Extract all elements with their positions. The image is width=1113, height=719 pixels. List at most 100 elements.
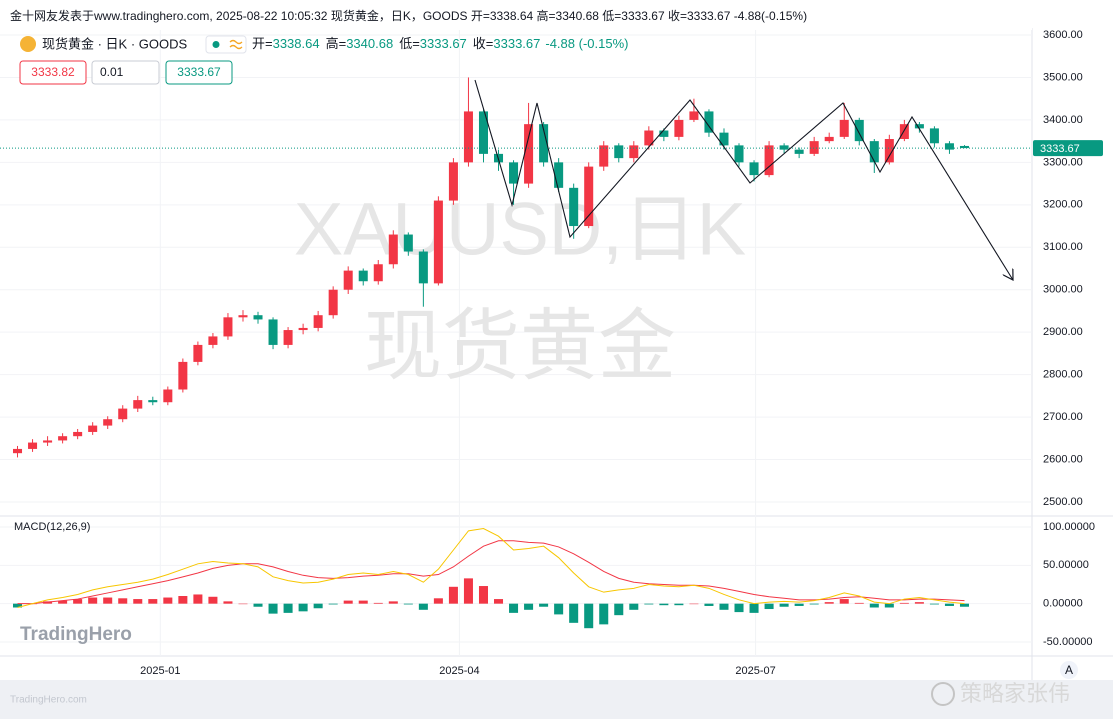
macd-histogram-bar: [373, 602, 383, 604]
candle-body: [118, 408, 128, 420]
candle-body: [253, 315, 263, 320]
watermark-name: 现货黄金: [364, 302, 676, 390]
watermark-symbol: XAUUSD,日K: [294, 188, 746, 271]
macd-histogram-bar: [268, 603, 278, 614]
macd-histogram-bar: [494, 599, 504, 604]
candle-body: [959, 145, 969, 149]
candle-body: [88, 425, 98, 432]
scale-button-bg[interactable]: [1060, 661, 1078, 679]
candle-body: [268, 319, 278, 345]
y-tick-label: 3100.00: [1043, 241, 1083, 253]
candle-body: [509, 162, 519, 184]
candle-body: [629, 145, 639, 159]
ohlc-label: 低=: [399, 36, 420, 51]
macd-histogram-bar: [388, 601, 398, 604]
candle-body: [734, 145, 744, 163]
macd-histogram-bar: [463, 578, 473, 604]
candle-body: [839, 119, 849, 137]
candle-body: [223, 317, 233, 337]
change-label: -4.88 (-0.15%): [545, 36, 628, 51]
ohlc-label: 高=: [326, 36, 347, 51]
macd-histogram-bar: [433, 598, 443, 604]
candle-body: [433, 200, 443, 284]
macd-histogram-bar: [629, 603, 639, 610]
candle-body: [749, 162, 759, 176]
macd-histogram-bar: [478, 586, 488, 604]
macd-histogram-bar: [253, 603, 263, 607]
candle-body: [824, 136, 834, 142]
macd-histogram-bar: [448, 586, 458, 604]
candle-body: [163, 389, 173, 403]
caption-bg: [0, 0, 1032, 30]
indicator-title: MACD(12,26,9): [14, 521, 90, 533]
candle-body: [418, 251, 428, 284]
candle-body: [944, 143, 954, 150]
candle-body: [794, 149, 804, 154]
candle-body: [13, 448, 23, 454]
macd-histogram-bar: [193, 594, 203, 604]
buy-price[interactable]: 3333.67: [177, 65, 221, 79]
macd-histogram-bar: [599, 603, 609, 625]
macd-histogram-bar: [283, 603, 293, 613]
y-tick-label: 3200.00: [1043, 199, 1083, 211]
macd-histogram-bar: [794, 603, 804, 606]
y-tick-label: 3000.00: [1043, 284, 1083, 296]
candle-body: [809, 141, 819, 154]
candle-body: [524, 124, 534, 184]
candle-body: [614, 145, 624, 159]
candle-body: [463, 111, 473, 163]
candle-body: [133, 400, 143, 409]
macd-histogram-bar: [914, 602, 924, 604]
y-tick-label: 3500.00: [1043, 71, 1083, 83]
ohlc-value: 3340.68: [346, 36, 393, 51]
candle-body: [929, 128, 939, 144]
candle-body: [148, 400, 158, 403]
macd-histogram-bar: [644, 603, 654, 605]
quantity-box[interactable]: [91, 60, 160, 85]
candle-body: [689, 111, 699, 120]
macd-histogram-bar: [148, 599, 158, 604]
sell-price[interactable]: 3333.82: [31, 65, 75, 79]
candle-body: [899, 124, 909, 140]
footer-strip: [0, 680, 1113, 719]
scale-button[interactable]: A: [1065, 663, 1073, 677]
candle-body: [313, 315, 323, 328]
macd-histogram-bar: [584, 603, 594, 629]
last-price-label: 3333.67: [1040, 143, 1080, 155]
y-tick-label: 3300.00: [1043, 156, 1083, 168]
macd-histogram-bar: [358, 600, 368, 604]
macd-histogram-bar: [103, 597, 113, 604]
quantity[interactable]: 0.01: [100, 65, 124, 79]
macd-histogram-bar: [223, 601, 233, 604]
status-badge[interactable]: [205, 35, 247, 54]
macd-histogram-bar: [298, 603, 308, 612]
candle-body: [884, 139, 894, 163]
buy-box[interactable]: [165, 60, 233, 85]
logo: TradingHero: [20, 624, 132, 645]
candle-body: [298, 327, 308, 331]
macd-histogram-bar: [509, 603, 519, 613]
candle-body: [599, 145, 609, 167]
caption: 金十网友发表于www.tradinghero.com, 2025-08-22 1…: [10, 8, 807, 23]
macd-histogram-bar: [118, 598, 128, 604]
sell-box[interactable]: [19, 60, 87, 85]
macd-histogram-bar: [343, 600, 353, 604]
candle-body: [569, 187, 579, 227]
macd-histogram-bar: [899, 602, 909, 604]
candle-body: [238, 315, 248, 318]
candle-body: [659, 130, 669, 137]
candle-body: [869, 141, 879, 163]
x-tick-label: 2025-07: [735, 665, 775, 677]
candle-body: [403, 234, 413, 252]
ohlc-value: 3333.67: [420, 36, 467, 51]
candle-body: [103, 419, 113, 426]
candle-body: [28, 442, 38, 449]
macd-histogram-bar: [163, 597, 173, 604]
macd-histogram-bar: [749, 603, 759, 613]
weibo-watermark: 策略家张伟: [960, 681, 1070, 706]
macd-histogram-bar: [133, 599, 143, 604]
ohlc-label: 开=: [252, 36, 273, 51]
weibo-icon: [931, 682, 955, 706]
macd-histogram-bar: [614, 603, 624, 616]
candle-body: [674, 119, 684, 137]
